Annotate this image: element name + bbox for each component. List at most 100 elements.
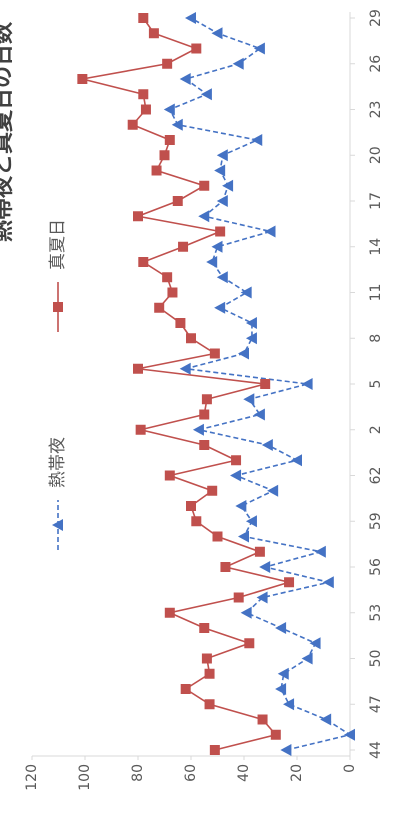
data-point <box>127 119 138 130</box>
data-point <box>138 13 149 23</box>
data-point <box>215 226 226 237</box>
data-point <box>261 439 273 451</box>
data-point <box>199 623 210 633</box>
data-point <box>175 318 186 328</box>
data-point <box>212 531 223 542</box>
data-point <box>245 515 257 528</box>
x-tick-label: 50 <box>368 650 384 668</box>
legend-marker <box>53 302 63 312</box>
data-point <box>162 58 173 69</box>
data-point <box>301 652 313 665</box>
data-point <box>245 332 257 345</box>
data-point <box>216 149 228 162</box>
data-point <box>199 409 210 420</box>
data-point <box>253 408 265 421</box>
data-point <box>172 196 183 206</box>
data-point <box>133 363 143 374</box>
data-point <box>320 713 332 726</box>
x-tick-label: 17 <box>368 192 384 210</box>
data-point <box>209 348 220 359</box>
y-tick-label: 120 <box>24 764 40 791</box>
y-tick-label: 100 <box>77 764 93 791</box>
data-point <box>260 379 271 389</box>
data-point <box>231 455 242 466</box>
data-point <box>164 470 175 481</box>
data-point <box>164 135 175 145</box>
data-point <box>186 333 196 344</box>
data-point <box>277 667 289 680</box>
data-point <box>214 301 226 314</box>
data-point <box>232 57 244 70</box>
data-point <box>167 287 178 298</box>
data-point <box>238 530 249 543</box>
data-point <box>151 165 162 176</box>
data-point <box>216 271 228 284</box>
data-point <box>230 469 242 482</box>
data-point <box>233 592 244 603</box>
data-point <box>344 728 355 741</box>
x-tick-label: 8 <box>368 334 384 343</box>
data-point <box>192 423 204 436</box>
rotated-chart: 熱帯夜と真夏日の日数 0 20 40 60 80 100 120 44 47 50 53 56 59 62… <box>0 9 384 791</box>
data-point <box>159 150 170 161</box>
x-tick-label: 23 <box>368 101 384 119</box>
data-point <box>211 27 223 40</box>
data-point <box>283 698 295 711</box>
data-point <box>291 454 302 467</box>
data-point <box>135 424 146 435</box>
data-point <box>309 637 321 650</box>
data-point <box>222 179 234 192</box>
data-point <box>245 317 257 329</box>
data-point <box>244 638 255 649</box>
data-point <box>211 240 223 253</box>
data-point <box>198 210 210 223</box>
data-point <box>322 576 334 589</box>
y-tick-label: 0 <box>342 764 358 773</box>
data-point <box>164 607 175 618</box>
legend-label: 真夏日 <box>48 219 68 270</box>
y-tick-label: 80 <box>130 764 146 782</box>
legend-marker <box>52 519 63 531</box>
data-point <box>148 28 159 39</box>
data-point <box>240 286 252 299</box>
data-point <box>178 241 189 252</box>
data-point <box>264 225 276 238</box>
data-point <box>138 89 149 100</box>
data-point <box>179 73 191 85</box>
data-point <box>180 684 191 694</box>
legend-label: 熱帯夜 <box>48 437 68 488</box>
x-tick-label: 14 <box>368 238 384 256</box>
data-point <box>280 744 292 756</box>
x-tick-label: 56 <box>368 558 384 576</box>
data-point <box>314 545 326 558</box>
x-tick-label: 62 <box>368 467 384 485</box>
data-point <box>253 42 265 55</box>
data-point <box>204 699 215 710</box>
x-tick-label: 29 <box>368 9 384 27</box>
data-point <box>199 180 210 191</box>
data-point <box>140 104 151 115</box>
data-point <box>200 88 212 101</box>
data-point <box>163 103 175 116</box>
x-tick-label: 26 <box>368 55 384 73</box>
data-point <box>270 729 281 740</box>
data-point <box>275 622 287 634</box>
x-tick-label: 11 <box>368 284 384 302</box>
data-point <box>220 562 231 572</box>
data-point <box>179 362 191 375</box>
x-tick-label: 53 <box>368 604 384 622</box>
data-point <box>257 714 268 725</box>
data-point <box>275 683 287 695</box>
data-point <box>199 440 210 450</box>
y-tick-label: 40 <box>236 764 252 782</box>
data-point <box>186 501 196 511</box>
data-point <box>267 484 279 497</box>
data-point <box>214 164 226 177</box>
data-point <box>162 272 173 283</box>
data-point <box>138 257 149 267</box>
chart-title: 熱帯夜と真夏日の日数 <box>0 21 16 242</box>
data-point <box>209 745 220 755</box>
data-point <box>301 378 313 390</box>
